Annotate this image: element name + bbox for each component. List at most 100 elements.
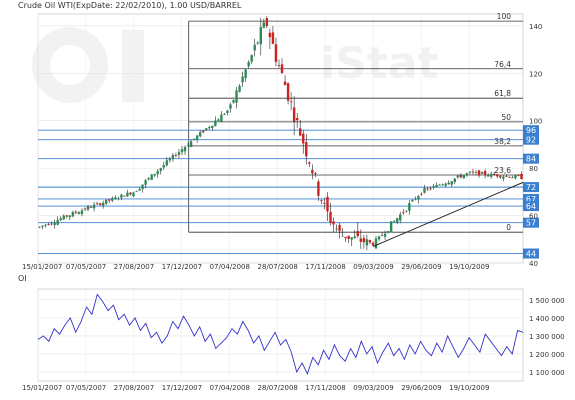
candle-down	[123, 195, 126, 197]
candle-down	[302, 133, 305, 144]
candle-down	[89, 207, 93, 208]
candle-up	[480, 172, 484, 174]
candle-down	[344, 236, 347, 239]
candle-up	[68, 215, 72, 218]
candle-up	[423, 188, 426, 193]
candle-up	[511, 177, 514, 179]
candle-up	[377, 236, 381, 240]
candle-up	[132, 192, 135, 197]
fibonacci-label: 61,8	[494, 89, 511, 98]
candle-up	[126, 192, 129, 197]
candle-up	[144, 180, 147, 185]
oi-grid	[37, 288, 524, 382]
candle-up	[365, 239, 369, 246]
candle-up	[38, 226, 41, 228]
candle-down	[295, 117, 299, 121]
candle-up	[205, 128, 208, 131]
candle-up	[262, 22, 266, 28]
fibonacci-retracement: 100 76,4 61,8 50 38,2 23,6 0	[188, 12, 523, 233]
fibonacci-label: 50	[501, 113, 511, 122]
trendline	[373, 181, 524, 247]
candle-up	[444, 183, 447, 186]
candle-down	[74, 211, 78, 213]
candle-up	[350, 237, 353, 240]
candle-up	[514, 175, 517, 179]
level-badge	[523, 182, 539, 193]
candle-down	[371, 242, 375, 246]
price-y-axis: 40 60 80 100 120 140	[529, 23, 542, 268]
candle-down	[311, 169, 314, 174]
oi-x-tick-label: 17/12/2007	[162, 384, 202, 392]
oi-line-series	[37, 293, 524, 375]
level-label: 84	[526, 155, 536, 164]
candle-up	[396, 218, 399, 223]
candle-up	[62, 215, 65, 220]
candle-up	[53, 222, 56, 226]
candle-up	[335, 228, 338, 230]
candle-up	[71, 212, 75, 217]
candle-up	[59, 218, 62, 221]
candle-up	[441, 184, 444, 186]
candle-down	[292, 107, 296, 122]
price-x-tick-label: 09/03/2009	[353, 263, 393, 271]
fibonacci-label: 100	[497, 12, 512, 21]
candle-down	[471, 171, 475, 173]
candle-down	[83, 208, 87, 210]
candle-up	[135, 191, 138, 192]
candle-down	[326, 196, 329, 212]
candle-up	[189, 141, 193, 148]
candle-down	[268, 32, 272, 38]
candle-up	[150, 174, 153, 180]
candle-up	[198, 132, 202, 137]
candle-up	[168, 159, 172, 161]
candle-up	[77, 212, 81, 215]
level-label: 44	[526, 250, 536, 259]
candle-up	[138, 189, 141, 191]
candle-down	[265, 18, 269, 26]
candle-down	[274, 44, 278, 62]
price-candles	[38, 15, 523, 251]
candle-up	[195, 135, 199, 141]
price-plot-frame	[37, 13, 524, 264]
price-x-tick-label: 07/05/2007	[66, 263, 106, 271]
candle-up	[159, 168, 162, 171]
candle-down	[359, 238, 363, 242]
candle-up	[386, 231, 390, 233]
fibonacci-label: 38,2	[494, 137, 511, 146]
oi-x-tick-label: 07/05/2007	[66, 384, 106, 392]
oi-y-axis: 1 100 000 1 200 000 1 300 000 1 400 000 1 50…	[529, 297, 565, 377]
price-x-tick-label: 29/06/2009	[401, 263, 441, 271]
oi-x-tick-label: 09/03/2009	[353, 384, 393, 392]
candle-up	[505, 176, 508, 177]
price-y-tick-label: 140	[529, 23, 542, 31]
candle-up	[432, 185, 435, 188]
watermark-text: iStat	[320, 38, 439, 89]
candle-down	[508, 176, 511, 178]
candle-up	[259, 27, 262, 45]
candle-up	[238, 85, 241, 92]
level-badge	[523, 201, 539, 212]
candle-down	[98, 203, 102, 205]
candle-up	[223, 114, 226, 115]
candle-up	[447, 182, 450, 185]
candle-down	[499, 175, 502, 178]
candle-down	[459, 175, 463, 178]
candle-down	[280, 64, 284, 73]
candle-up	[186, 145, 190, 147]
candle-up	[92, 204, 96, 209]
watermark-logo: iStat	[32, 27, 439, 103]
level-label: 67	[526, 195, 536, 204]
candle-up	[353, 236, 356, 239]
level-badge	[523, 217, 539, 228]
candle-up	[438, 184, 441, 186]
candle-down	[483, 171, 487, 176]
oi-y-tick-label: 1 300 000	[529, 333, 565, 341]
price-y-tick-label: 120	[529, 70, 542, 78]
price-x-tick-label: 19/10/2009	[449, 263, 489, 271]
level-label: 96	[526, 126, 536, 135]
candle-up	[399, 214, 402, 221]
oi-y-tick-label: 1 100 000	[529, 369, 565, 377]
candle-up	[171, 155, 175, 159]
candle-down	[289, 101, 293, 103]
candle-up	[162, 165, 165, 168]
